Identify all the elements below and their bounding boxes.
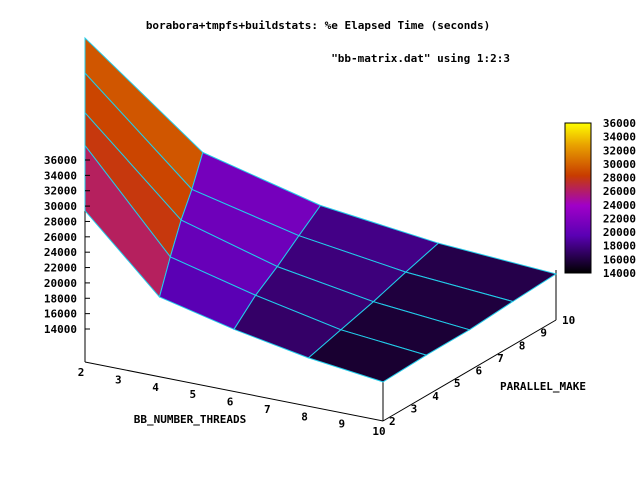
z-tick-label: 30000 (44, 200, 77, 213)
colorbox-tick-label: 24000 (603, 199, 636, 212)
z-tick-label: 32000 (44, 185, 77, 198)
z-tick-label: 34000 (44, 169, 77, 182)
z-tick-label: 24000 (44, 246, 77, 259)
y-tick-label: 2 (389, 415, 396, 428)
y-axis-line (382, 319, 557, 422)
x-axis-label: BB_NUMBER_THREADS (134, 413, 247, 426)
z-tick-label: 36000 (44, 154, 77, 167)
y-tick-label: 8 (519, 339, 526, 352)
colorbox-tick-label: 14000 (603, 267, 636, 280)
z-tick-label: 18000 (44, 292, 77, 305)
x-tick-label: 6 (227, 396, 234, 409)
colorbox-tick-label: 34000 (603, 131, 636, 144)
y-tick-label: 3 (411, 402, 418, 415)
x-tick-label: 5 (189, 388, 196, 401)
z-tick-label: 28000 (44, 215, 77, 228)
x-tick-label: 3 (115, 373, 122, 386)
z-tick-label: 26000 (44, 231, 77, 244)
colorbox-tick-label: 30000 (603, 158, 636, 171)
y-tick-label: 10 (562, 314, 575, 327)
colorbox-tick-label: 22000 (603, 212, 636, 225)
surface-patch (307, 329, 428, 383)
colorbox-tick-label: 16000 (603, 253, 636, 266)
colorbox-tick-label: 20000 (603, 226, 636, 239)
colorbox-tick-label: 26000 (603, 185, 636, 198)
z-tick-label: 20000 (44, 277, 77, 290)
z-tick-label: 16000 (44, 308, 77, 321)
z-tick-label: 22000 (44, 262, 77, 275)
x-axis-line (84, 361, 384, 422)
colorbox-tick-label: 18000 (603, 240, 636, 253)
y-tick-label: 4 (432, 390, 439, 403)
y-tick-label: 7 (497, 352, 504, 365)
y-tick-label: 5 (454, 377, 461, 390)
chart-title: borabora+tmpfs+buildstats: %e Elapsed Ti… (146, 19, 490, 32)
x-tick-label: 9 (338, 418, 345, 431)
colorbox-tick-label: 36000 (603, 117, 636, 130)
x-tick-label: 4 (152, 381, 159, 394)
colorbox-tick-label: 28000 (603, 172, 636, 185)
x-tick-label: 8 (301, 410, 308, 423)
colorbox-gradient (564, 122, 592, 274)
colorbox-tick-label: 32000 (603, 144, 636, 157)
x-tick-label: 7 (264, 403, 271, 416)
y-tick-label: 6 (476, 365, 483, 378)
y-tick-label: 9 (540, 327, 547, 340)
colorbox: 1400016000180002000022000240002600028000… (564, 117, 636, 280)
series-key-label: "bb-matrix.dat" using 1:2:3 (331, 52, 510, 65)
z-tick-label: 14000 (44, 323, 77, 336)
x-tick-label: 10 (372, 425, 385, 438)
y-axis-label: PARALLEL_MAKE (500, 380, 586, 393)
x-tick-label: 2 (78, 366, 85, 379)
